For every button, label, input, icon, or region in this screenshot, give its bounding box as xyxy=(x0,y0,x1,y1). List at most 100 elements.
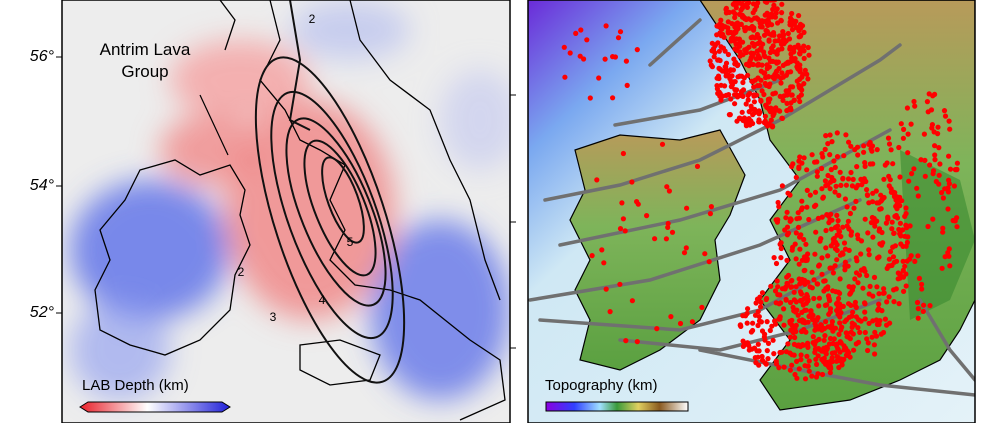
seismic-dot xyxy=(809,373,815,379)
seismic-dot xyxy=(737,43,743,49)
seismic-dot xyxy=(932,152,938,158)
seismic-dot xyxy=(827,298,833,304)
seismic-dot xyxy=(623,58,630,64)
seismic-dot xyxy=(904,258,910,264)
seismic-dot xyxy=(802,267,808,273)
seismic-dot xyxy=(843,182,850,188)
seismic-dot xyxy=(912,258,918,264)
seismic-dot xyxy=(815,371,821,377)
seismic-dot xyxy=(793,174,799,180)
seismic-dot xyxy=(781,364,787,370)
seismic-dot xyxy=(827,370,833,376)
seismic-dot xyxy=(825,141,831,147)
seismic-dot xyxy=(787,334,794,340)
seismic-dot xyxy=(788,217,794,223)
seismic-dot xyxy=(829,174,835,181)
seismic-dot xyxy=(853,185,859,191)
seismic-dot xyxy=(812,189,819,195)
seismic-dot xyxy=(914,185,920,191)
seismic-dot xyxy=(756,314,762,320)
seismic-dot xyxy=(745,306,751,312)
seismic-dot xyxy=(596,75,602,81)
seismic-dot xyxy=(855,317,862,323)
seismic-dot xyxy=(946,177,952,183)
seismic-dot xyxy=(777,93,783,99)
seismic-dot xyxy=(733,5,739,11)
seismic-dot xyxy=(840,224,846,230)
seismic-dot xyxy=(763,74,769,81)
seismic-dot xyxy=(783,284,789,290)
seismic-dot xyxy=(812,327,818,333)
seismic-dot xyxy=(776,204,782,210)
seismic-dot xyxy=(723,60,730,66)
seismic-dot xyxy=(886,256,893,262)
seismic-dot xyxy=(716,57,722,63)
seismic-dot xyxy=(826,213,832,219)
seismic-dot xyxy=(782,227,788,233)
seismic-dot xyxy=(915,315,921,321)
seismic-dot xyxy=(932,157,938,163)
seismic-dot xyxy=(837,290,843,296)
seismic-dot xyxy=(898,241,904,247)
seismic-dot xyxy=(750,120,756,127)
seismic-dot xyxy=(779,46,785,52)
seismic-dot xyxy=(954,167,960,173)
seismic-dot xyxy=(797,297,804,304)
right-map: Topography (km) xyxy=(528,0,975,423)
seismic-dot xyxy=(732,101,738,107)
seismic-dot xyxy=(787,367,794,373)
seismic-dot xyxy=(707,58,713,64)
seismic-dot xyxy=(846,314,852,320)
seismic-dot xyxy=(748,103,754,109)
seismic-dot xyxy=(766,83,772,90)
seismic-dot xyxy=(862,316,868,322)
seismic-dot xyxy=(767,49,774,56)
seismic-dot xyxy=(823,227,829,234)
seismic-dot xyxy=(866,247,872,253)
seismic-dot xyxy=(757,20,763,26)
seismic-dot xyxy=(753,360,759,366)
seismic-dot xyxy=(823,183,829,189)
seismic-dot xyxy=(874,284,880,290)
seismic-dot xyxy=(842,267,848,273)
seismic-dot xyxy=(622,228,628,234)
seismic-dot xyxy=(716,75,722,82)
seismic-dot xyxy=(711,54,717,60)
seismic-dot xyxy=(736,36,743,42)
seismic-dot xyxy=(933,178,939,185)
seismic-dot xyxy=(806,52,812,58)
seismic-dot xyxy=(864,192,871,198)
seismic-dot xyxy=(629,298,636,304)
seismic-dot xyxy=(843,345,849,351)
seismic-dot xyxy=(785,230,792,236)
seismic-dot xyxy=(728,78,734,84)
seismic-dot xyxy=(939,190,945,196)
seismic-dot xyxy=(783,296,789,303)
seismic-dot xyxy=(903,283,909,289)
seismic-dot xyxy=(629,179,635,185)
seismic-dot xyxy=(727,67,733,74)
seismic-dot xyxy=(578,27,584,33)
seismic-dot xyxy=(860,285,866,291)
seismic-dot xyxy=(799,198,805,204)
seismic-dot xyxy=(892,243,899,249)
seismic-dot xyxy=(816,295,823,301)
seismic-dot xyxy=(601,260,607,266)
seismic-dot xyxy=(804,257,810,263)
seismic-dot xyxy=(912,103,918,109)
seismic-dot xyxy=(823,133,829,139)
seismic-dot xyxy=(764,0,770,5)
seismic-dot xyxy=(584,37,590,43)
seismic-dot xyxy=(854,144,861,150)
seismic-dot xyxy=(834,154,841,160)
seismic-dot xyxy=(772,38,778,44)
seismic-dot xyxy=(900,135,907,141)
seismic-dot xyxy=(770,6,776,12)
seismic-dot xyxy=(930,93,936,99)
seismic-dot xyxy=(896,144,902,151)
seismic-dot xyxy=(840,175,846,181)
seismic-dot xyxy=(862,329,868,336)
seismic-dot xyxy=(947,263,953,269)
seismic-dot xyxy=(930,168,937,174)
seismic-dot xyxy=(911,98,917,105)
